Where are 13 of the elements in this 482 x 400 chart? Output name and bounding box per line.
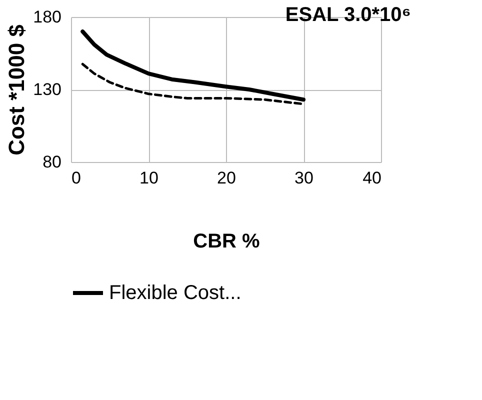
line-series xyxy=(80,30,306,102)
legend-label: Flexible Cost... xyxy=(109,282,242,304)
x-axis-title: CBR % xyxy=(193,230,260,252)
y-tick-label: 80 xyxy=(42,152,62,172)
x-tick-label: 40 xyxy=(362,168,382,188)
annotation: ESAL 3.0*10⁶ xyxy=(285,4,411,26)
x-tick-label: 10 xyxy=(140,168,158,188)
x-tick-label: 0 xyxy=(72,168,81,188)
y-tick-label: 180 xyxy=(33,8,62,26)
x-tick-label: 30 xyxy=(294,168,314,188)
y-tick-label: 130 xyxy=(33,80,62,99)
y-axis-title: Cost *1000 $ xyxy=(4,24,30,156)
x-tick-label: 20 xyxy=(217,168,236,188)
